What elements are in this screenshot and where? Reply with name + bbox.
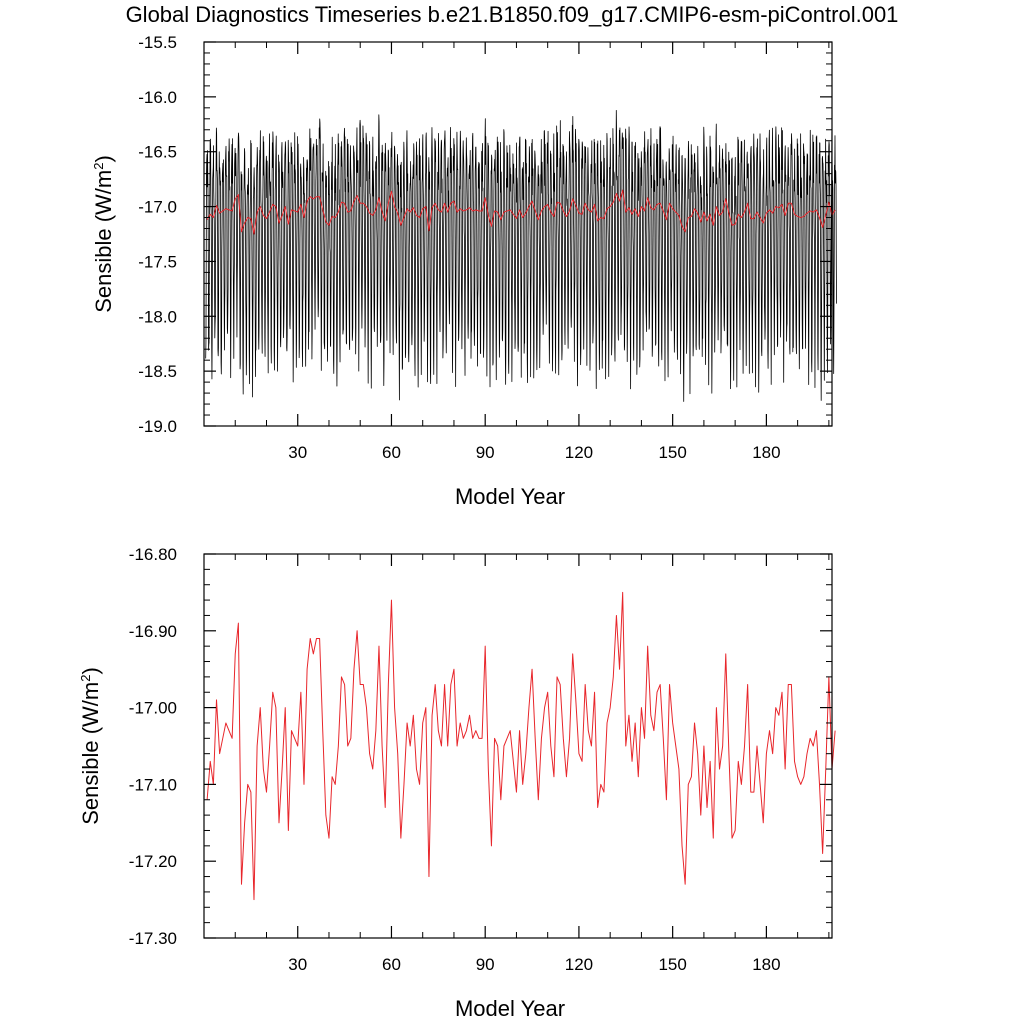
bottom-ytick-label: -16.90 [129, 622, 177, 641]
top-ytick-label: -17.0 [138, 198, 177, 217]
top-xtick-label: 60 [382, 443, 401, 462]
bottom-x-axis-label: Model Year [455, 996, 565, 1021]
bottom-ytick-label: -17.30 [129, 929, 177, 948]
top-xtick-label: 180 [752, 443, 780, 462]
bottom-xtick-label: 120 [565, 955, 593, 974]
bottom-xtick-label: 150 [658, 955, 686, 974]
top-xtick-label: 90 [476, 443, 495, 462]
annual-mean-line-bottom [206, 591, 836, 901]
bottom-xtick-label: 90 [476, 955, 495, 974]
bottom-xtick-label: 180 [752, 955, 780, 974]
top-y-axis-label: Sensible (W/m2) [91, 155, 116, 313]
top-ytick-label: -18.5 [138, 362, 177, 381]
bottom-y-axis-label: Sensible (W/m2) [78, 667, 103, 825]
bottom-xtick-label: 60 [382, 955, 401, 974]
monthly-sensible-line [205, 109, 837, 402]
bottom-plot-frame [203, 553, 833, 939]
top-ytick-label: -15.5 [138, 33, 177, 52]
top-ytick-label: -17.5 [138, 252, 177, 271]
top-ytick-label: -18.0 [138, 307, 177, 326]
top-xtick-label: 30 [288, 443, 307, 462]
top-ticks: 30 60 90 120 150 180 -19.0 -18.5 -18.0 -17.5 -17.0… [138, 33, 832, 462]
bottom-panel: 30 60 90 120 150 180 -17.30 -17.20 -17.10 -17.00 -… [78, 545, 836, 1021]
bottom-series-layer [206, 591, 836, 901]
bottom-ticks: 30 60 90 120 150 180 -17.30 -17.20 -17.10 -17.00 -… [129, 545, 832, 974]
bottom-ytick-label: -17.20 [129, 852, 177, 871]
top-ytick-label: -19.0 [138, 417, 177, 436]
annual-mean-line-top [206, 189, 836, 235]
bottom-ytick-label: -17.00 [129, 699, 177, 718]
bottom-ytick-label: -16.80 [129, 545, 177, 564]
top-series-layer [205, 109, 837, 402]
top-plot-frame [203, 41, 833, 427]
top-x-axis-label: Model Year [455, 484, 565, 509]
figure-title: Global Diagnostics Timeseries b.e21.B185… [126, 2, 899, 27]
top-ytick-label: -16.0 [138, 88, 177, 107]
top-panel: 30 60 90 120 150 180 -19.0 -18.5 -18.0 -17.5 -17.0… [91, 33, 837, 509]
top-xtick-label: 150 [658, 443, 686, 462]
top-ytick-label: -16.5 [138, 143, 177, 162]
bottom-xtick-label: 30 [288, 955, 307, 974]
top-xtick-label: 120 [565, 443, 593, 462]
bottom-ytick-label: -17.10 [129, 775, 177, 794]
